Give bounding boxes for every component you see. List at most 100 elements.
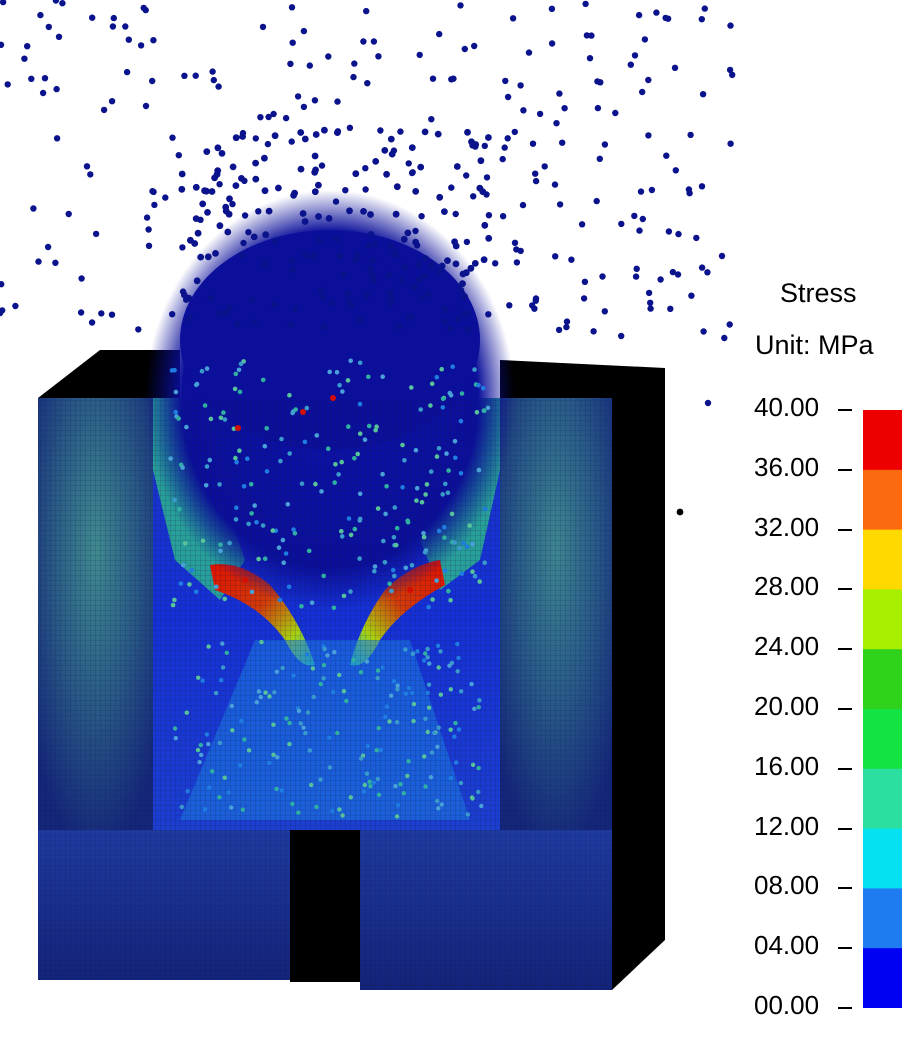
stress-particle bbox=[202, 403, 208, 408]
stress-particle bbox=[293, 407, 299, 412]
particle bbox=[588, 32, 595, 39]
stress-particles bbox=[168, 358, 491, 819]
particle bbox=[698, 183, 706, 190]
stress-particle bbox=[184, 710, 189, 715]
stress-particle bbox=[189, 568, 194, 573]
particle bbox=[252, 159, 259, 167]
stress-particle bbox=[424, 482, 430, 487]
particle bbox=[240, 239, 247, 247]
particle bbox=[417, 163, 425, 171]
stress-particle bbox=[434, 578, 439, 583]
stress-particle bbox=[438, 649, 443, 654]
stress-particle bbox=[184, 424, 189, 430]
block-top-face bbox=[38, 350, 180, 398]
stress-particle bbox=[481, 385, 486, 391]
particle bbox=[321, 126, 328, 134]
stress-particle bbox=[185, 789, 190, 794]
particle bbox=[461, 293, 468, 300]
particle bbox=[203, 148, 211, 156]
particle bbox=[216, 222, 224, 230]
particle bbox=[470, 193, 477, 200]
stress-particle bbox=[414, 485, 420, 491]
particle bbox=[368, 270, 376, 278]
stress-particle bbox=[319, 489, 324, 494]
particle bbox=[548, 40, 556, 47]
stress-particle bbox=[227, 540, 232, 546]
legend-tick-mark bbox=[838, 588, 852, 591]
particle bbox=[387, 242, 395, 250]
particle bbox=[370, 38, 378, 45]
particle bbox=[639, 215, 646, 223]
stress-particle bbox=[218, 548, 223, 554]
stress-particle bbox=[368, 784, 373, 789]
stress-particle bbox=[285, 502, 291, 507]
stress-particle bbox=[380, 471, 385, 477]
stress-particle bbox=[217, 795, 222, 800]
particle bbox=[563, 323, 570, 331]
stress-particle bbox=[425, 655, 430, 660]
block-right-side bbox=[612, 368, 665, 990]
stress-particle bbox=[178, 581, 184, 586]
colorbar-band bbox=[863, 888, 902, 949]
stress-particle bbox=[345, 378, 351, 383]
stress-particle bbox=[276, 545, 282, 550]
stress-particle bbox=[229, 805, 234, 810]
particle bbox=[250, 233, 258, 241]
stress-particle bbox=[213, 690, 219, 696]
particle bbox=[578, 221, 586, 228]
stress-particle bbox=[272, 690, 277, 695]
particle bbox=[504, 135, 511, 142]
stress-particle bbox=[476, 765, 481, 771]
stress-particle bbox=[238, 361, 244, 367]
particle bbox=[143, 214, 151, 221]
stress-particle bbox=[455, 641, 460, 647]
stress-particle bbox=[362, 782, 367, 788]
stress-particle bbox=[222, 775, 227, 780]
stress-particle bbox=[371, 780, 376, 785]
stress-particle bbox=[402, 458, 407, 463]
stress-particle bbox=[203, 483, 209, 488]
particle bbox=[536, 110, 544, 118]
particle bbox=[391, 249, 398, 256]
particle bbox=[334, 98, 341, 105]
stress-particle bbox=[260, 377, 266, 383]
stress-particle bbox=[443, 481, 448, 487]
stress-particle bbox=[173, 409, 178, 415]
particle bbox=[320, 323, 328, 331]
particle bbox=[178, 185, 186, 193]
stress-particle bbox=[444, 451, 449, 456]
stress-particle bbox=[240, 807, 245, 812]
stress-particle bbox=[436, 806, 441, 811]
stress-particle bbox=[410, 651, 415, 656]
particle bbox=[232, 182, 240, 190]
stress-particle bbox=[479, 803, 484, 809]
stress-particle bbox=[472, 367, 477, 372]
stress-particle bbox=[425, 646, 430, 652]
stress-particle bbox=[470, 541, 475, 547]
stress-particle bbox=[245, 456, 250, 462]
stress-particle bbox=[394, 720, 400, 725]
particle bbox=[463, 238, 471, 246]
particle bbox=[645, 132, 652, 139]
stress-particle bbox=[313, 481, 318, 487]
stress-particle bbox=[204, 366, 210, 371]
particle bbox=[428, 263, 436, 270]
particle bbox=[45, 23, 52, 31]
particle bbox=[271, 132, 279, 140]
particle bbox=[582, 0, 589, 8]
particle bbox=[123, 68, 131, 76]
stress-particle bbox=[274, 669, 280, 674]
stress-particle bbox=[459, 689, 464, 694]
stress-particle bbox=[239, 718, 244, 724]
particle bbox=[315, 181, 322, 189]
particle bbox=[35, 258, 42, 265]
particle bbox=[55, 33, 63, 40]
particle bbox=[78, 275, 85, 282]
stress-particle bbox=[346, 424, 351, 429]
particle bbox=[385, 271, 393, 278]
particle bbox=[464, 128, 471, 136]
stress-particle bbox=[357, 556, 362, 561]
legend-tick-mark bbox=[838, 827, 852, 830]
stress-particle bbox=[284, 716, 289, 721]
particle bbox=[208, 188, 216, 195]
